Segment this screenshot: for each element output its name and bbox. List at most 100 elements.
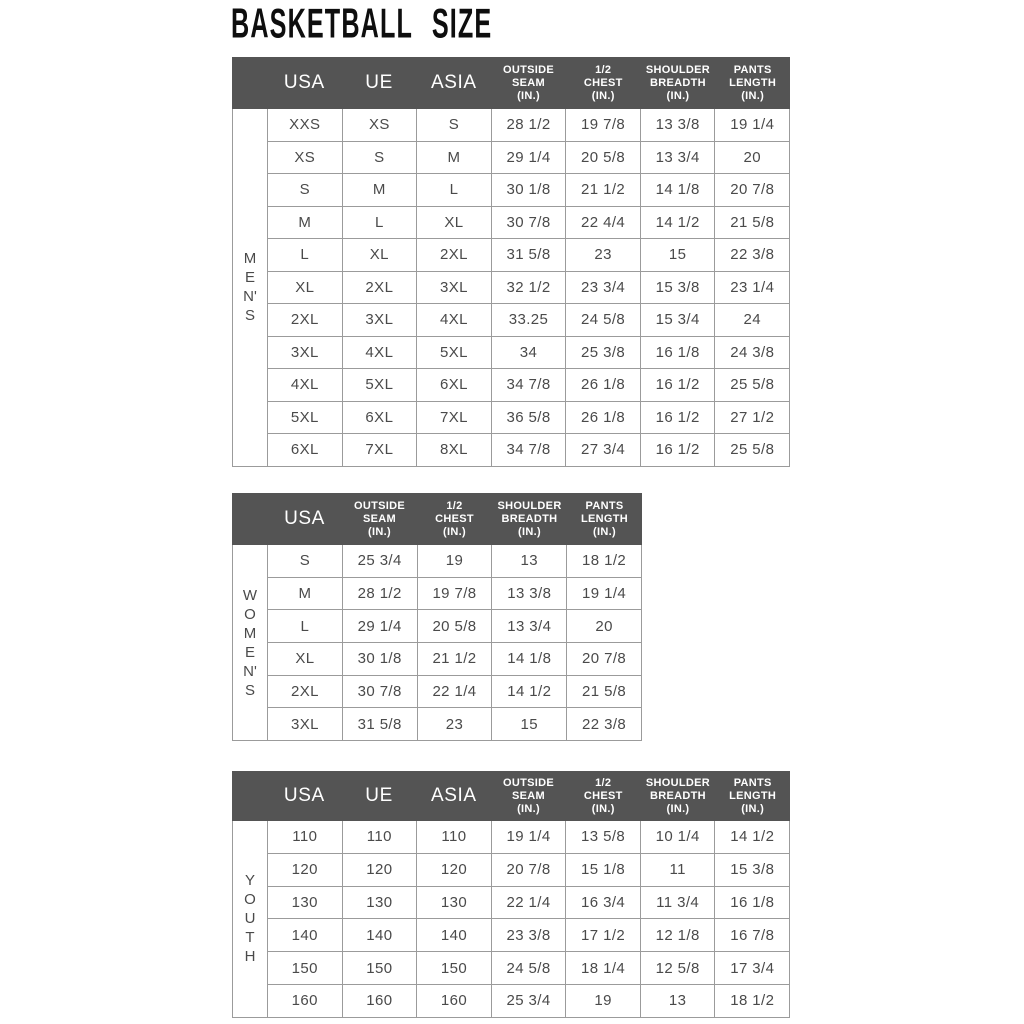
- column-header-pants-length-in: PANTS LENGTH (IN.): [729, 63, 777, 102]
- table-cell: 140: [342, 919, 418, 953]
- table-cell: 25 3/4: [491, 984, 567, 1018]
- table-cell: 15 3/8: [715, 853, 791, 887]
- column-header-outside-seam-in: OUTSIDE SEAM (IN.): [503, 63, 555, 102]
- group-label-mens: M E N' S: [233, 109, 268, 467]
- table-cell: 30 1/8: [491, 174, 567, 207]
- table-row: M L XL 30 7/8 22 4/4 14 1/2 21 5/8: [268, 206, 791, 239]
- table-cell: 20 5/8: [566, 141, 641, 174]
- table-cell: L: [268, 239, 343, 272]
- table-cell: 3XL: [268, 708, 343, 742]
- table-cell: 16 1/2: [640, 369, 716, 402]
- table-cell: 22 3/8: [567, 708, 642, 742]
- column-header-shoulder-breadth-in: SHOULDER BREADTH (IN.): [497, 499, 562, 538]
- table-cell: 23: [417, 708, 493, 742]
- table-cell: 30 1/8: [342, 643, 418, 676]
- table-cell: XXS: [268, 109, 343, 142]
- table-cell: 30 7/8: [491, 206, 567, 239]
- table-cell: 3XL: [417, 271, 492, 304]
- table-cell: S: [417, 109, 492, 142]
- table-cell: 19 1/4: [491, 821, 567, 854]
- table-cell: 160: [268, 984, 343, 1018]
- table-cell: 5XL: [417, 336, 492, 369]
- table-cell: 17 1/2: [566, 919, 641, 953]
- table-cell: 130: [268, 886, 343, 920]
- table-row: 5XL 6XL 7XL 36 5/8 26 1/8 16 1/2 27 1/2: [268, 401, 791, 434]
- table-cell: 2XL: [417, 239, 492, 272]
- table-cell: 25 3/8: [566, 336, 641, 369]
- table-cell: 13: [492, 545, 568, 578]
- table-cell: L: [268, 610, 343, 644]
- table-row: L 29 1/4 20 5/8 13 3/4 20: [268, 610, 642, 644]
- table-cell: 110: [417, 821, 492, 854]
- table-cell: 16 1/8: [640, 336, 716, 369]
- table-cell: 120: [268, 853, 343, 887]
- table-row: 6XL 7XL 8XL 34 7/8 27 3/4 16 1/2 25 5/8: [268, 434, 791, 467]
- table-cell: 21 5/8: [567, 675, 642, 709]
- table-cell: XS: [268, 141, 343, 174]
- table-cell: 13 3/8: [492, 577, 568, 611]
- table-row: 140 140 140 23 3/8 17 1/2 12 1/8 16 7/8: [268, 919, 791, 953]
- table-cell: 150: [342, 952, 418, 985]
- table-cell: 20 7/8: [715, 174, 791, 207]
- header-row: USA UE ASIA OUTSIDE SEAM (IN.) 1/2 CHEST (IN…: [232, 57, 790, 109]
- table-cell: 13 5/8: [566, 821, 641, 854]
- table-cell: 13 3/4: [492, 610, 568, 644]
- table-cell: 21 1/2: [566, 174, 641, 207]
- table-cell: 25 3/4: [342, 545, 418, 578]
- table-cell: 22 4/4: [566, 206, 641, 239]
- table-cell: 3XL: [342, 304, 418, 337]
- table-cell: 29 1/4: [491, 141, 567, 174]
- table-row: S 25 3/4 19 13 18 1/2: [268, 545, 642, 578]
- page-title: BASKETBALL SIZE: [231, 0, 493, 47]
- table-cell: 15 3/8: [640, 271, 716, 304]
- table-cell: 16 7/8: [715, 919, 791, 953]
- table-row: 110 110 110 19 1/4 13 5/8 10 1/4 14 1/2: [268, 821, 791, 854]
- column-header-pants-length-in: PANTS LENGTH (IN.): [729, 776, 777, 815]
- column-header-ue: UE: [365, 72, 393, 93]
- table-cell: 23: [566, 239, 641, 272]
- table-body: Y O U T H 110 110 110 19 1/4 13 5/8 10 1/4 14 …: [232, 821, 791, 1018]
- table-cell: 34 7/8: [491, 434, 567, 467]
- table-cell: XL: [268, 271, 343, 304]
- table-cell: 4XL: [268, 369, 343, 402]
- table-cell: 3XL: [268, 336, 343, 369]
- table-cell: 140: [268, 919, 343, 953]
- column-header-ue: UE: [365, 785, 393, 806]
- table-row: M 28 1/2 19 7/8 13 3/8 19 1/4: [268, 577, 642, 611]
- table-cell: 18 1/2: [567, 545, 642, 578]
- table-row: 160 160 160 25 3/4 19 13 18 1/2: [268, 984, 791, 1018]
- table-cell: XL: [342, 239, 418, 272]
- table-cell: 24 5/8: [491, 952, 567, 985]
- table-row: 150 150 150 24 5/8 18 1/4 12 5/8 17 3/4: [268, 952, 791, 985]
- table-cell: 110: [342, 821, 418, 854]
- column-header-1-2-chest-in: 1/2 CHEST (IN.): [583, 63, 623, 102]
- table-cell: 10 1/4: [640, 821, 716, 854]
- table-cell: 15: [640, 239, 716, 272]
- table-cell: 20 7/8: [491, 853, 567, 887]
- column-header-usa: USA: [283, 72, 325, 93]
- table-body: M E N' S XXS XS S 28 1/2 19 7/8 13 3/8 19 1/4 X…: [232, 109, 791, 467]
- table-cell: 6XL: [417, 369, 492, 402]
- table-cell: 6XL: [342, 401, 418, 434]
- table-cell: 2XL: [268, 304, 343, 337]
- header-row: USA OUTSIDE SEAM (IN.) 1/2 CHEST (IN.) SHOU…: [232, 493, 642, 545]
- table-row: 3XL 4XL 5XL 34 25 3/8 16 1/8 24 3/8: [268, 336, 791, 369]
- table-cell: 13 3/8: [640, 109, 716, 142]
- group-label-womens: W O M E N' S: [233, 545, 268, 742]
- table-cell: 160: [342, 984, 418, 1018]
- table-cell: XL: [268, 643, 343, 676]
- table-cell: 19 1/4: [567, 577, 642, 611]
- table-cell: 2XL: [342, 271, 418, 304]
- table-cell: 24 5/8: [566, 304, 641, 337]
- table-row: 2XL 3XL 4XL 33.25 24 5/8 15 3/4 24: [268, 304, 791, 337]
- table-cell: M: [342, 174, 418, 207]
- table-cell: 5XL: [342, 369, 418, 402]
- table-cell: 22 3/8: [715, 239, 791, 272]
- table-cell: S: [342, 141, 418, 174]
- header-corner: [232, 493, 267, 545]
- size-table-mens: USA UE ASIA OUTSIDE SEAM (IN.) 1/2 CHEST (IN…: [232, 57, 791, 467]
- column-header-asia: ASIA: [430, 785, 477, 806]
- table-cell: 150: [417, 952, 492, 985]
- table-cell: 130: [342, 886, 418, 920]
- column-header-outside-seam-in: OUTSIDE SEAM (IN.): [503, 776, 555, 815]
